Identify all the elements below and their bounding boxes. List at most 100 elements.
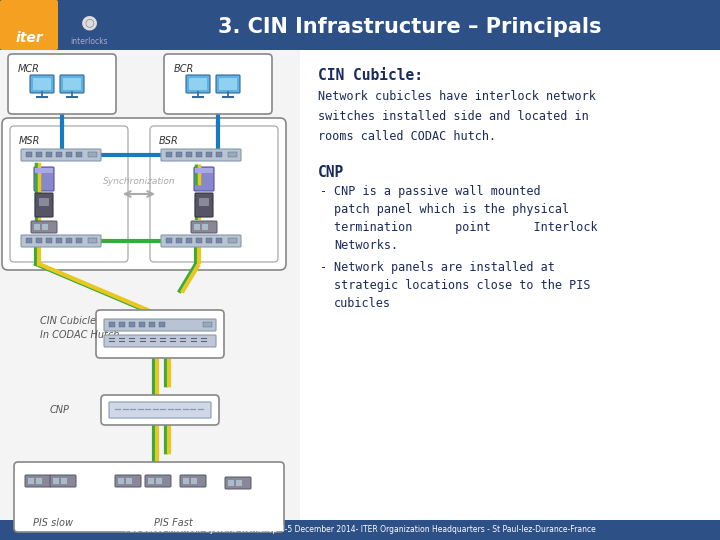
- FancyBboxPatch shape: [34, 167, 54, 191]
- FancyBboxPatch shape: [28, 478, 34, 484]
- FancyBboxPatch shape: [186, 152, 192, 157]
- FancyBboxPatch shape: [60, 75, 84, 93]
- FancyBboxPatch shape: [228, 152, 237, 157]
- FancyBboxPatch shape: [14, 462, 284, 532]
- FancyBboxPatch shape: [58, 2, 120, 48]
- FancyBboxPatch shape: [0, 50, 300, 520]
- FancyBboxPatch shape: [194, 167, 214, 191]
- FancyBboxPatch shape: [183, 478, 189, 484]
- Text: strategic locations close to the PIS: strategic locations close to the PIS: [334, 279, 590, 292]
- FancyBboxPatch shape: [164, 54, 272, 114]
- FancyBboxPatch shape: [194, 224, 200, 230]
- FancyBboxPatch shape: [46, 152, 52, 157]
- FancyBboxPatch shape: [21, 149, 101, 161]
- FancyBboxPatch shape: [126, 478, 132, 484]
- FancyBboxPatch shape: [26, 238, 32, 243]
- FancyBboxPatch shape: [156, 478, 162, 484]
- FancyBboxPatch shape: [176, 152, 182, 157]
- FancyBboxPatch shape: [219, 78, 237, 90]
- FancyBboxPatch shape: [196, 238, 202, 243]
- FancyBboxPatch shape: [109, 402, 211, 418]
- Text: BCR: BCR: [174, 64, 194, 74]
- Text: MSR: MSR: [19, 136, 40, 146]
- FancyBboxPatch shape: [35, 168, 53, 173]
- Text: rooms called CODAC hutch.: rooms called CODAC hutch.: [318, 130, 496, 143]
- Text: PIS Fast: PIS Fast: [153, 518, 192, 528]
- Text: ○: ○: [84, 17, 94, 27]
- Text: -: -: [320, 261, 327, 274]
- FancyBboxPatch shape: [180, 475, 206, 487]
- FancyBboxPatch shape: [186, 75, 210, 93]
- FancyBboxPatch shape: [189, 78, 207, 90]
- FancyBboxPatch shape: [36, 152, 42, 157]
- FancyBboxPatch shape: [166, 238, 172, 243]
- FancyBboxPatch shape: [35, 193, 53, 217]
- Text: MCR: MCR: [18, 64, 40, 74]
- FancyBboxPatch shape: [196, 152, 202, 157]
- FancyBboxPatch shape: [0, 0, 58, 50]
- FancyBboxPatch shape: [161, 149, 241, 161]
- Text: BSR: BSR: [159, 136, 179, 146]
- FancyBboxPatch shape: [109, 322, 115, 327]
- FancyBboxPatch shape: [186, 238, 192, 243]
- Text: -: -: [320, 185, 327, 198]
- Text: 3. CIN Infrastructure – Principals: 3. CIN Infrastructure – Principals: [218, 17, 602, 37]
- FancyBboxPatch shape: [148, 478, 154, 484]
- FancyBboxPatch shape: [206, 238, 212, 243]
- FancyBboxPatch shape: [203, 322, 212, 327]
- Text: termination      point      Interlock: termination point Interlock: [334, 221, 598, 234]
- FancyBboxPatch shape: [216, 75, 240, 93]
- FancyBboxPatch shape: [115, 475, 141, 487]
- FancyBboxPatch shape: [56, 152, 62, 157]
- FancyBboxPatch shape: [206, 152, 212, 157]
- FancyBboxPatch shape: [191, 478, 197, 484]
- FancyBboxPatch shape: [0, 0, 720, 50]
- FancyBboxPatch shape: [30, 75, 54, 93]
- Text: patch panel which is the physical: patch panel which is the physical: [334, 203, 569, 216]
- FancyBboxPatch shape: [34, 224, 40, 230]
- FancyBboxPatch shape: [53, 478, 59, 484]
- FancyBboxPatch shape: [39, 198, 49, 206]
- Text: Network panels are installed at: Network panels are installed at: [334, 261, 555, 274]
- FancyBboxPatch shape: [31, 221, 57, 233]
- Text: Networks.: Networks.: [334, 239, 398, 252]
- FancyBboxPatch shape: [236, 480, 242, 486]
- Text: interlocks: interlocks: [70, 37, 108, 46]
- Text: PLC Based Interlock  systems Workshop 4-5 December 2014- ITER Organization Headq: PLC Based Interlock systems Workshop 4-5…: [125, 525, 595, 535]
- FancyBboxPatch shape: [176, 238, 182, 243]
- Text: switches installed side and located in: switches installed side and located in: [318, 110, 589, 123]
- FancyBboxPatch shape: [228, 480, 234, 486]
- FancyBboxPatch shape: [21, 235, 101, 247]
- FancyBboxPatch shape: [195, 168, 213, 173]
- FancyBboxPatch shape: [104, 319, 216, 331]
- FancyBboxPatch shape: [88, 238, 97, 243]
- FancyBboxPatch shape: [216, 238, 222, 243]
- FancyBboxPatch shape: [139, 322, 145, 327]
- FancyBboxPatch shape: [66, 238, 72, 243]
- FancyBboxPatch shape: [300, 50, 720, 520]
- FancyBboxPatch shape: [118, 478, 124, 484]
- FancyBboxPatch shape: [150, 126, 278, 262]
- FancyBboxPatch shape: [25, 475, 51, 487]
- FancyBboxPatch shape: [216, 152, 222, 157]
- FancyBboxPatch shape: [8, 54, 116, 114]
- FancyBboxPatch shape: [10, 126, 128, 262]
- FancyBboxPatch shape: [36, 478, 42, 484]
- FancyBboxPatch shape: [63, 78, 81, 90]
- FancyBboxPatch shape: [33, 78, 51, 90]
- FancyBboxPatch shape: [119, 322, 125, 327]
- FancyBboxPatch shape: [104, 335, 216, 347]
- Text: Synchronization: Synchronization: [103, 177, 175, 186]
- Text: PIS slow: PIS slow: [33, 518, 73, 528]
- FancyBboxPatch shape: [191, 221, 217, 233]
- FancyBboxPatch shape: [166, 152, 172, 157]
- Text: Network cubicles have interlock network: Network cubicles have interlock network: [318, 90, 596, 103]
- FancyBboxPatch shape: [225, 477, 251, 489]
- FancyBboxPatch shape: [61, 478, 67, 484]
- FancyBboxPatch shape: [26, 152, 32, 157]
- FancyBboxPatch shape: [149, 322, 155, 327]
- FancyBboxPatch shape: [202, 224, 208, 230]
- FancyBboxPatch shape: [159, 322, 165, 327]
- FancyBboxPatch shape: [101, 395, 219, 425]
- Text: CIN Cubicle
In CODAC Hutch: CIN Cubicle In CODAC Hutch: [40, 315, 120, 340]
